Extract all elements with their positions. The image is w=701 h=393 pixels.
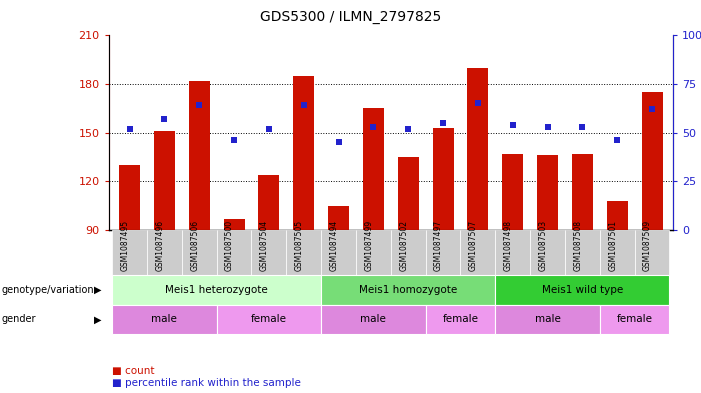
Point (298, 102, 309, 108)
Text: GDS5300 / ILMN_2797825: GDS5300 / ILMN_2797825 (260, 10, 441, 24)
Text: male: male (151, 314, 177, 324)
Point (611, 137, 622, 143)
Text: GSM1087503: GSM1087503 (538, 220, 547, 271)
Point (229, 137, 240, 143)
Bar (328, 206, 349, 230)
Text: ▶: ▶ (94, 285, 102, 295)
Point (193, 102, 205, 108)
Bar (293, 76, 314, 230)
Point (264, 126, 275, 132)
Text: GSM1087497: GSM1087497 (434, 220, 443, 271)
Bar (572, 154, 593, 230)
Text: genotype/variation: genotype/variation (1, 285, 94, 295)
Text: GSM1087501: GSM1087501 (608, 220, 617, 271)
Bar (433, 128, 454, 230)
Point (333, 139, 344, 145)
Text: Meis1 homozygote: Meis1 homozygote (359, 285, 457, 295)
Text: Meis1 wild type: Meis1 wild type (542, 285, 623, 295)
Bar (468, 68, 489, 230)
Text: GSM1087494: GSM1087494 (329, 220, 339, 271)
Point (646, 106, 658, 112)
Text: GSM1087508: GSM1087508 (573, 220, 583, 271)
Point (368, 124, 379, 130)
Point (542, 124, 553, 130)
Text: GSM1087504: GSM1087504 (260, 220, 269, 271)
Text: GSM1087506: GSM1087506 (190, 220, 199, 271)
Bar (503, 154, 523, 230)
Text: Meis1 heterozygote: Meis1 heterozygote (165, 285, 268, 295)
Text: male: male (535, 314, 561, 324)
Bar (224, 219, 245, 230)
Bar (154, 131, 175, 230)
Text: GSM1087498: GSM1087498 (504, 220, 512, 271)
Point (507, 122, 518, 128)
Point (472, 100, 484, 107)
Text: ▶: ▶ (94, 314, 102, 324)
Bar (189, 81, 210, 230)
Point (159, 116, 170, 122)
Text: female: female (442, 314, 479, 324)
Bar (363, 108, 384, 230)
Text: GSM1087502: GSM1087502 (400, 220, 408, 271)
Bar (607, 201, 627, 230)
Text: female: female (617, 314, 653, 324)
Text: female: female (251, 314, 287, 324)
Bar (119, 165, 140, 230)
Text: GSM1087500: GSM1087500 (225, 220, 234, 271)
Text: GSM1087507: GSM1087507 (469, 220, 478, 271)
Text: GSM1087509: GSM1087509 (643, 220, 652, 271)
Bar (259, 175, 279, 230)
Point (402, 126, 414, 132)
Point (577, 124, 588, 130)
Text: GSM1087499: GSM1087499 (365, 220, 374, 271)
Text: ■ percentile rank within the sample: ■ percentile rank within the sample (112, 378, 301, 388)
Bar (641, 92, 662, 230)
Bar (537, 155, 558, 230)
Text: GSM1087496: GSM1087496 (156, 220, 165, 271)
Bar (397, 157, 418, 230)
Point (437, 120, 449, 126)
Text: GSM1087505: GSM1087505 (294, 220, 304, 271)
Text: ■ count: ■ count (112, 366, 155, 376)
Text: GSM1087495: GSM1087495 (121, 220, 130, 271)
Point (124, 126, 135, 132)
Text: gender: gender (1, 314, 36, 324)
Text: male: male (360, 314, 386, 324)
